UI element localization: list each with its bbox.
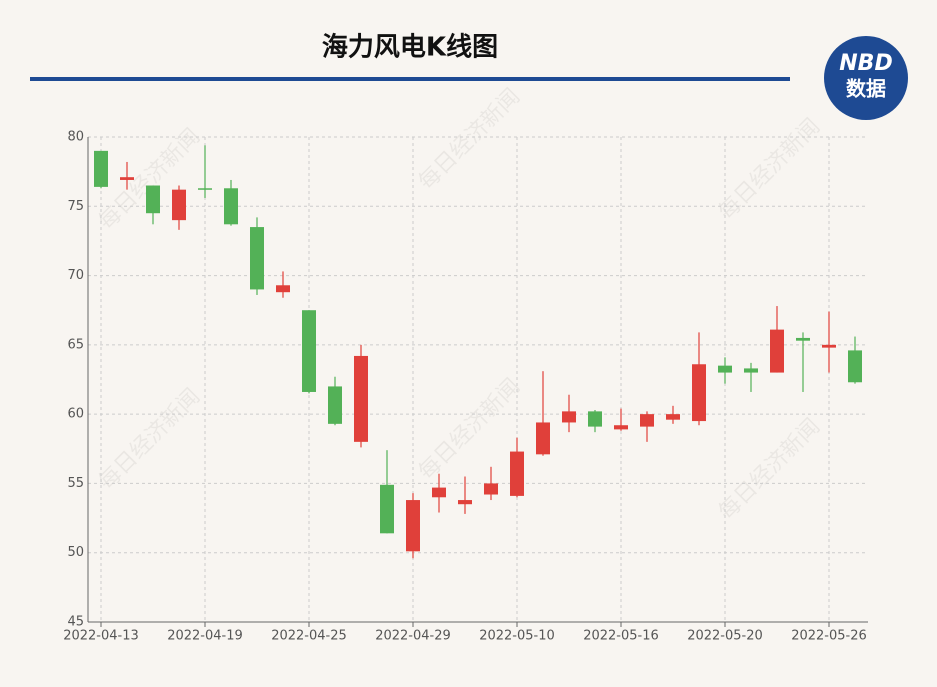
candle-body	[406, 500, 420, 552]
candle-body	[484, 483, 498, 495]
candle-body	[380, 484, 394, 534]
candle-body	[796, 337, 810, 341]
candle-body	[510, 451, 524, 496]
candle-body	[588, 411, 602, 427]
candle-body	[94, 150, 108, 187]
candle-body	[718, 365, 732, 373]
candle-body	[120, 177, 134, 180]
candle-body	[432, 487, 446, 498]
candle-body	[562, 411, 576, 423]
candle-body	[614, 425, 628, 430]
candle-body	[640, 414, 654, 427]
logo	[824, 36, 908, 120]
candle-body	[354, 355, 368, 442]
candle-body	[692, 364, 706, 422]
y-tick-label: 55	[67, 476, 84, 491]
logo-bottom: 数据	[846, 77, 886, 101]
x-tick-label: 2022-05-26	[791, 629, 867, 644]
y-tick-label: 50	[67, 545, 84, 560]
candle-body	[276, 285, 290, 293]
candle-body	[224, 188, 238, 225]
y-tick-label: 70	[67, 268, 84, 283]
candle-body	[458, 500, 472, 505]
y-tick-label: 60	[67, 407, 84, 422]
candle-body	[146, 185, 160, 214]
plot: 45 50 55 60 65 70 75 80 2022-04-13 2022-04-19 2022…	[63, 130, 868, 644]
candle-body	[666, 414, 680, 420]
candle-body	[770, 329, 784, 373]
logo-top: NBD	[839, 51, 892, 76]
x-tick-label: 2022-04-13	[63, 629, 139, 644]
x-tick-label: 2022-05-10	[479, 629, 555, 644]
y-tick-label: 80	[67, 130, 84, 145]
candle-body	[328, 386, 342, 424]
candle-body	[172, 189, 186, 221]
x-tick-label: 2022-05-20	[687, 629, 763, 644]
candle-body	[250, 227, 264, 290]
candle-body	[302, 310, 316, 392]
candle-body	[848, 350, 862, 383]
header-rule	[30, 77, 790, 81]
candle-body	[536, 422, 550, 455]
y-tick-label: 65	[67, 337, 84, 352]
candle-body	[198, 188, 212, 190]
x-tick-label: 2022-04-25	[271, 629, 347, 644]
y-tick-label: 45	[67, 615, 84, 630]
y-tick-label: 75	[67, 199, 84, 214]
x-tick-label: 2022-04-19	[167, 629, 243, 644]
chart-title: 海力风电K线图	[322, 33, 498, 63]
x-tick-label: 2022-05-16	[583, 629, 659, 644]
x-tick-label: 2022-04-29	[375, 629, 451, 644]
candle-body	[744, 368, 758, 373]
candle-body	[822, 344, 836, 348]
